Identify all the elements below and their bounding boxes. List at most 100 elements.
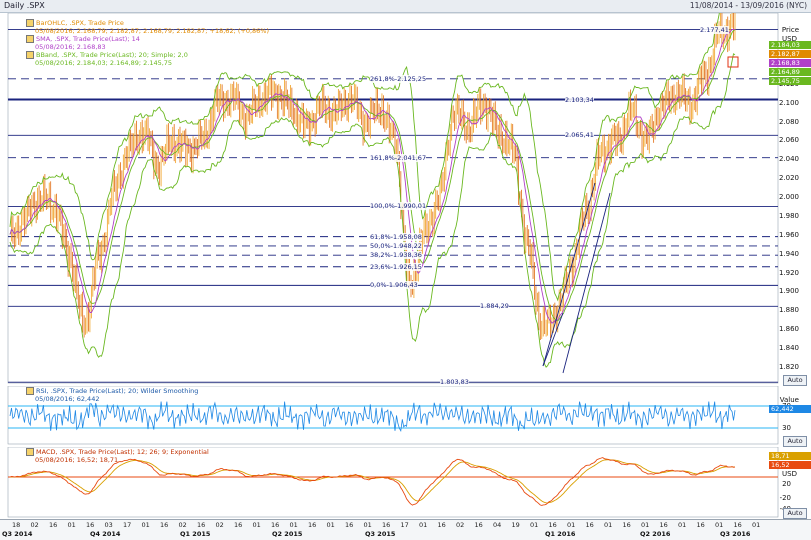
price-chart[interactable] bbox=[0, 13, 811, 385]
time-tick-label: 16 bbox=[160, 521, 169, 529]
level-label: 2.065,41 bbox=[565, 131, 594, 140]
price-axis-unit: USD bbox=[782, 35, 797, 43]
macd-line bbox=[9, 457, 736, 506]
legend-toggle-icon[interactable] bbox=[26, 19, 34, 27]
time-tick-label: 18 bbox=[12, 521, 21, 529]
time-tick-label: 01 bbox=[604, 521, 613, 529]
level-label: 261,8%-2.125,25 bbox=[370, 74, 427, 83]
time-tick-label: 16 bbox=[308, 521, 317, 529]
rsi-legend-icon[interactable] bbox=[26, 387, 34, 395]
bband-middle-line bbox=[9, 29, 736, 322]
macd-chart[interactable] bbox=[0, 447, 811, 519]
legend-values: 05/08/2016; 2.168,83 bbox=[35, 42, 106, 51]
time-tick-label: 17 bbox=[400, 521, 409, 529]
time-tick-label: 01 bbox=[530, 521, 539, 529]
main-legend: BarOHLC, .SPX, Trade Price 05/08/2016; 2.… bbox=[26, 19, 269, 67]
level-label: 100,0%-1.990,01 bbox=[370, 202, 427, 211]
macd-legend-name: MACD, .SPX, Trade Price(Last); 12; 26; 9… bbox=[36, 448, 209, 456]
window-titlebar: Daily .SPX 11/08/2014 - 13/09/2016 (NYC) bbox=[0, 0, 811, 13]
price-tick-label: 1.980 bbox=[778, 211, 799, 220]
time-tick-label: 02 bbox=[178, 521, 187, 529]
time-tick-label: 01 bbox=[289, 521, 298, 529]
rsi-legend-name: RSI, .SPX, Trade Price(Last); 20; Wilder… bbox=[36, 387, 199, 395]
time-tick-label: 01 bbox=[752, 521, 761, 529]
macd-signal-tag: 18,71 bbox=[769, 452, 811, 460]
rsi-legend: RSI, .SPX, Trade Price(Last); 20; Wilder… bbox=[26, 387, 198, 403]
price-tick-label: 2.060 bbox=[778, 136, 799, 145]
time-tick-label: 04 bbox=[493, 521, 502, 529]
time-tick-label: 16 bbox=[733, 521, 742, 529]
rsi-value-tag: 62,442 bbox=[769, 405, 811, 413]
sma-line bbox=[9, 28, 736, 324]
time-tick-label: 16 bbox=[474, 521, 483, 529]
price-tick-label: 2.040 bbox=[778, 155, 799, 164]
legend-entry-1[interactable]: SMA, .SPX, Trade Price(Last); 14 05/08/20… bbox=[26, 35, 269, 51]
quarter-label: Q4 2014 bbox=[90, 530, 121, 538]
time-tick-label: 16 bbox=[197, 521, 206, 529]
time-tick-label: 16 bbox=[271, 521, 280, 529]
level-label: 2.103,34 bbox=[565, 95, 594, 104]
legend-toggle-icon[interactable] bbox=[26, 35, 34, 43]
price-axis-title: Price bbox=[781, 26, 799, 34]
time-tick-label: 16 bbox=[659, 521, 668, 529]
price-tick-label: 1.920 bbox=[778, 268, 799, 277]
price-auto-scale-button[interactable]: Auto bbox=[783, 375, 807, 386]
time-tick-label: 16 bbox=[345, 521, 354, 529]
macd-legend-icon[interactable] bbox=[26, 448, 34, 456]
price-tick-label: 1.940 bbox=[778, 249, 799, 258]
time-tick-label: 16 bbox=[49, 521, 58, 529]
price-tag: 2.184,03 bbox=[769, 41, 811, 49]
legend-toggle-icon[interactable] bbox=[26, 51, 34, 59]
time-tick-label: 02 bbox=[215, 521, 224, 529]
trendline-2[interactable] bbox=[562, 192, 611, 374]
last-bar-marker bbox=[727, 56, 739, 68]
quarter-label: Q3 2015 bbox=[365, 530, 396, 538]
level-label: 61,8%-1.958,08 bbox=[370, 232, 422, 241]
time-tick-label: 17 bbox=[123, 521, 132, 529]
quarter-label: Q3 2014 bbox=[2, 530, 33, 538]
level-label: 38,2%-1.938,36 bbox=[370, 251, 422, 260]
price-tick-label: 1.860 bbox=[778, 325, 799, 334]
level-label: 0,0%-1.906,43 bbox=[370, 281, 418, 290]
time-tick-label: 01 bbox=[363, 521, 372, 529]
time-tick-label: 01 bbox=[252, 521, 261, 529]
rsi-tick-30: 30 bbox=[782, 424, 791, 432]
legend-values: 05/08/2016; 2.168,79; 2.182,87; 2.168,79… bbox=[35, 26, 270, 35]
quarter-label: Q2 2016 bbox=[640, 530, 671, 538]
time-tick-label: 01 bbox=[67, 521, 76, 529]
price-tick-label: 1.820 bbox=[778, 362, 799, 371]
window-date-range: 11/08/2014 - 13/09/2016 (NYC) bbox=[689, 1, 807, 10]
time-tick-label: 16 bbox=[86, 521, 95, 529]
time-tick-label: 16 bbox=[585, 521, 594, 529]
macd-axis-unit: USD bbox=[782, 470, 797, 478]
time-tick-label: 01 bbox=[326, 521, 335, 529]
macd-auto-scale-button[interactable]: Auto bbox=[783, 508, 807, 519]
quarter-label: Q2 2015 bbox=[272, 530, 303, 538]
time-tick-label: 02 bbox=[456, 521, 465, 529]
macd-legend-values: 05/08/2016; 16,52; 18,71 bbox=[35, 455, 119, 464]
trendline-1[interactable] bbox=[542, 182, 596, 367]
legend-values: 05/08/2016; 2.184,03; 2.164,89; 2.145,75 bbox=[35, 58, 173, 67]
legend-name: BarOHLC, .SPX, Trade Price bbox=[36, 19, 124, 27]
legend-entry-2[interactable]: BBand, .SPX, Trade Price(Last); 20; Simp… bbox=[26, 51, 269, 67]
macd-value-tag: 16,52 bbox=[769, 461, 811, 469]
price-tick-label: 2.020 bbox=[778, 174, 799, 183]
level-label: 50,0%-1.948,22 bbox=[370, 241, 422, 250]
trendline-3[interactable] bbox=[542, 312, 564, 367]
time-tick-label: 03 bbox=[104, 521, 113, 529]
price-tick-label: 2.080 bbox=[778, 117, 799, 126]
rsi-legend-values: 05/08/2016; 62,442 bbox=[35, 394, 100, 403]
legend-entry-0[interactable]: BarOHLC, .SPX, Trade Price 05/08/2016; 2.… bbox=[26, 19, 269, 35]
time-tick-label: 01 bbox=[419, 521, 428, 529]
time-axis[interactable]: 18 02 16 01 16 03 17 01 16 02 16 02 16 01 16 01 16 01 16 01… bbox=[0, 519, 811, 540]
price-tick-label: 1.840 bbox=[778, 344, 799, 353]
price-tag: 2.164,89 bbox=[769, 68, 811, 76]
rsi-auto-scale-button[interactable]: Auto bbox=[783, 436, 807, 447]
level-label: 1.803,83 bbox=[440, 378, 469, 387]
rsi-chart[interactable] bbox=[0, 386, 811, 446]
price-tick-label: 1.900 bbox=[778, 287, 799, 296]
time-tick-label: 01 bbox=[567, 521, 576, 529]
level-label: 23,6%-1.926,15 bbox=[370, 262, 422, 271]
time-tick-label: 16 bbox=[696, 521, 705, 529]
time-tick-label: 19 bbox=[511, 521, 520, 529]
